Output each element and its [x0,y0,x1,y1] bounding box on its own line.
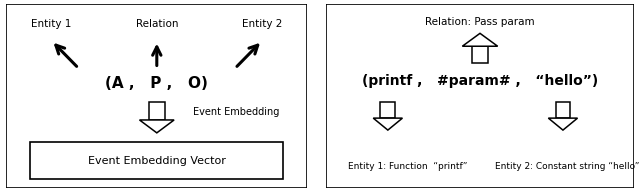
Text: (A ,   P ,   O): (A , P , O) [106,76,208,91]
Text: Relation: Relation [136,19,178,29]
Text: Relation: Pass param: Relation: Pass param [425,17,535,27]
Polygon shape [462,33,498,46]
Text: (printf ,   #param# ,   “hello”): (printf , #param# , “hello”) [362,74,598,88]
Text: Entity 1: Entity 1 [31,19,72,29]
Text: Event Embedding: Event Embedding [193,107,279,117]
Text: Event Embedding Vector: Event Embedding Vector [88,156,226,166]
Bar [148,102,165,120]
Bar [472,46,488,63]
Polygon shape [548,118,577,130]
Text: Entity 2: Constant string “hello”: Entity 2: Constant string “hello” [495,161,640,170]
Bar [31,142,283,179]
Polygon shape [140,120,174,133]
Text: Entity 2: Entity 2 [242,19,282,29]
Bar [380,102,396,118]
Polygon shape [373,118,403,130]
Bar [556,102,570,118]
Text: Entity 1: Function  “printf”: Entity 1: Function “printf” [348,161,467,170]
